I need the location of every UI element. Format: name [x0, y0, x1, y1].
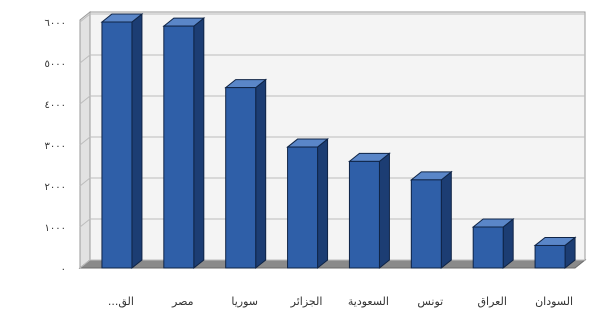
- bar-side: [317, 138, 329, 270]
- bar: [533, 236, 577, 270]
- bar: [100, 12, 144, 270]
- bar-side: [378, 152, 390, 270]
- y-tick-label: ١٠٠٠: [45, 223, 66, 234]
- x-tick-label: الجزائر: [290, 295, 323, 308]
- gridline: [79, 95, 585, 105]
- bar: [409, 170, 453, 270]
- bar-front: [287, 146, 319, 269]
- y-tick-label: ٠: [61, 264, 66, 275]
- bar-side: [193, 17, 205, 270]
- bar-front: [534, 244, 566, 269]
- bar-front: [472, 226, 504, 269]
- bar: [348, 152, 391, 270]
- gridline: [79, 54, 585, 64]
- bar-front: [225, 87, 257, 269]
- y-tick-label: ٤٠٠٠: [45, 100, 66, 111]
- bar-side: [255, 78, 267, 270]
- x-tick-label: السعودية: [348, 295, 389, 308]
- side-wall: [79, 10, 91, 270]
- x-tick-label: سوريا: [231, 295, 258, 308]
- x-tick-label: العراق: [478, 295, 507, 308]
- y-tick-label: ٥٠٠٠: [45, 59, 66, 70]
- y-tick-label: ٢٠٠٠: [45, 182, 66, 193]
- bar-front: [348, 160, 380, 269]
- x-axis-labels: الق... مصر سوريا الجزائر السعودية تونس العراق ا…: [108, 295, 573, 309]
- bar-front: [163, 25, 195, 269]
- y-tick-label: ٦٠٠٠: [45, 18, 66, 29]
- bar-front: [101, 21, 133, 269]
- x-tick-label: مصر: [171, 295, 194, 308]
- bar-side: [131, 12, 143, 270]
- bar-side: [440, 170, 452, 270]
- bar: [286, 138, 329, 270]
- x-tick-label: السودان: [535, 295, 573, 308]
- bars: [100, 12, 577, 270]
- x-tick-label: تونس: [417, 295, 443, 308]
- bar-front: [410, 179, 442, 269]
- y-tick-label: ٣٠٠٠: [45, 141, 66, 152]
- x-tick-label: الق...: [108, 295, 134, 309]
- bar: [471, 217, 515, 270]
- y-axis-ticks: ٠ ١٠٠٠ ٢٠٠٠ ٣٠٠٠ ٤٠٠٠ ٥٠٠٠ ٦٠٠٠: [45, 18, 66, 275]
- gridline: [79, 13, 585, 23]
- bar: [162, 17, 206, 270]
- gridline: [79, 136, 585, 146]
- bar: [224, 78, 268, 270]
